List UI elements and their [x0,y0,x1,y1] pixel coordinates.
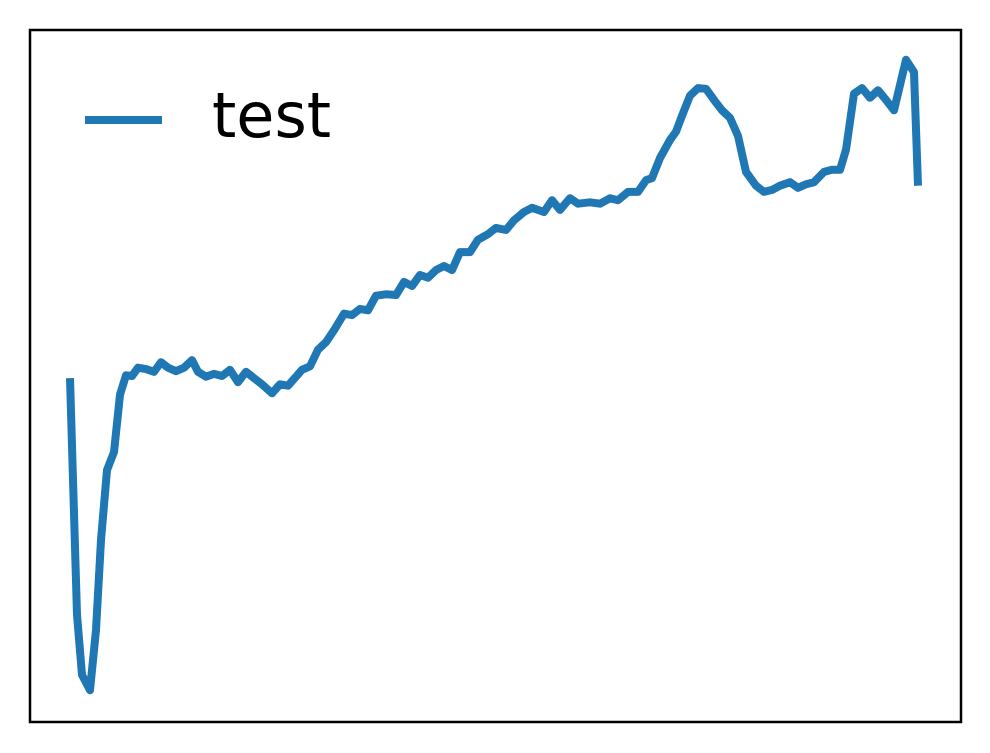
line [66,55,922,695]
plot-frame [28,28,963,724]
legend-label: test [212,79,331,152]
